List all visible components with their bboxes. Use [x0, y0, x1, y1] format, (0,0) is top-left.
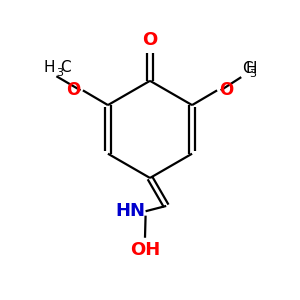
Text: O: O	[220, 81, 234, 99]
Text: C: C	[60, 60, 71, 75]
Text: OH: OH	[130, 241, 160, 259]
Text: H: H	[246, 61, 257, 76]
Text: O: O	[142, 31, 158, 49]
Text: H: H	[44, 60, 55, 75]
Text: 3: 3	[56, 68, 63, 78]
Text: C: C	[242, 61, 253, 76]
Text: 3: 3	[250, 69, 256, 79]
Text: HN: HN	[115, 202, 145, 220]
Text: O: O	[66, 81, 80, 99]
